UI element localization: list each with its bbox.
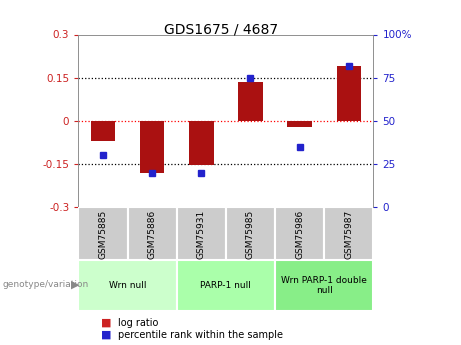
Text: ▶: ▶ — [71, 280, 80, 289]
Text: GSM75931: GSM75931 — [197, 210, 206, 259]
Bar — [287, 121, 312, 127]
Bar — [140, 121, 165, 172]
Text: ■: ■ — [101, 318, 112, 327]
Bar — [177, 260, 275, 310]
Text: GDS1675 / 4687: GDS1675 / 4687 — [164, 22, 278, 37]
Text: ■: ■ — [101, 330, 112, 339]
Bar — [91, 121, 115, 141]
Bar — [324, 207, 373, 260]
Bar — [189, 121, 213, 165]
Bar — [78, 207, 128, 260]
Text: Wrn PARP-1 double
null: Wrn PARP-1 double null — [281, 276, 367, 295]
Text: GSM75986: GSM75986 — [295, 210, 304, 259]
Text: GSM75985: GSM75985 — [246, 210, 255, 259]
Bar — [128, 207, 177, 260]
Text: PARP-1 null: PARP-1 null — [201, 281, 251, 290]
Text: GSM75886: GSM75886 — [148, 210, 157, 259]
Text: log ratio: log ratio — [118, 318, 158, 327]
Text: percentile rank within the sample: percentile rank within the sample — [118, 330, 283, 339]
Bar — [275, 260, 373, 310]
Bar — [177, 207, 226, 260]
Text: Wrn null: Wrn null — [109, 281, 146, 290]
Bar — [226, 207, 275, 260]
Bar — [78, 260, 177, 310]
Text: genotype/variation: genotype/variation — [2, 280, 89, 289]
Bar — [275, 207, 324, 260]
Bar — [337, 66, 361, 121]
Text: GSM75987: GSM75987 — [344, 210, 353, 259]
Text: GSM75885: GSM75885 — [99, 210, 107, 259]
Bar — [238, 82, 263, 121]
